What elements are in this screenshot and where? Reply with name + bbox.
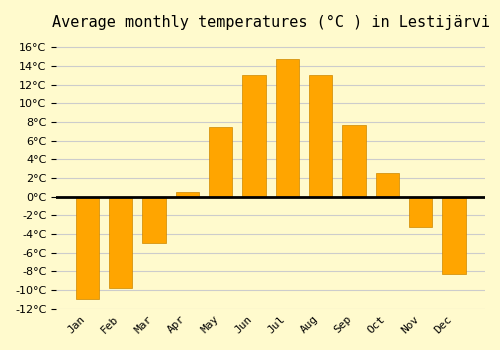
Bar	[142, 197, 166, 244]
Bar	[109, 197, 132, 288]
Bar	[209, 127, 232, 197]
Bar	[176, 192, 199, 197]
Bar	[309, 76, 332, 197]
Bar	[276, 59, 299, 197]
Bar	[376, 174, 399, 197]
Bar	[442, 197, 466, 274]
Bar	[409, 197, 432, 227]
Bar	[342, 125, 365, 197]
Title: Average monthly temperatures (°C ) in Lestijärvi: Average monthly temperatures (°C ) in Le…	[52, 15, 490, 30]
Bar	[76, 197, 99, 299]
Bar	[242, 76, 266, 197]
